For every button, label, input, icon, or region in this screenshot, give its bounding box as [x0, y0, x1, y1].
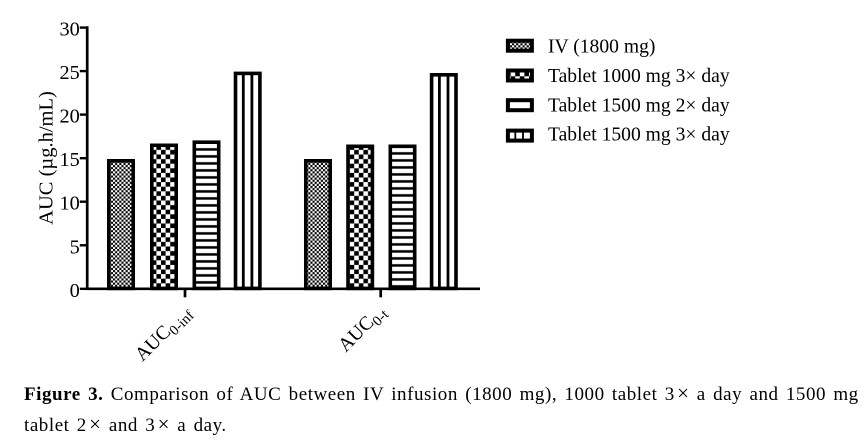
svg-text:AUC0-t: AUC0-t: [334, 301, 392, 359]
svg-text:Tablet 1000 mg 3× day: Tablet 1000 mg 3× day: [548, 66, 730, 87]
svg-text:Tablet 1500 mg 2× day: Tablet 1500 mg 2× day: [548, 95, 730, 116]
svg-text:15: 15: [60, 149, 80, 171]
svg-text:10: 10: [60, 193, 80, 215]
svg-text:5: 5: [70, 236, 80, 258]
svg-text:Tablet 1500 mg 3× day: Tablet 1500 mg 3× day: [548, 125, 730, 146]
svg-text:AUC0-inf: AUC0-inf: [131, 302, 197, 368]
svg-text:30: 30: [60, 19, 80, 41]
svg-text:25: 25: [60, 62, 80, 84]
svg-text:AUC (µg.h/mL): AUC (µg.h/mL): [35, 91, 57, 225]
svg-text:0: 0: [70, 280, 80, 302]
svg-text:IV (1800 mg): IV (1800 mg): [548, 37, 655, 58]
svg-text:20: 20: [60, 106, 80, 128]
